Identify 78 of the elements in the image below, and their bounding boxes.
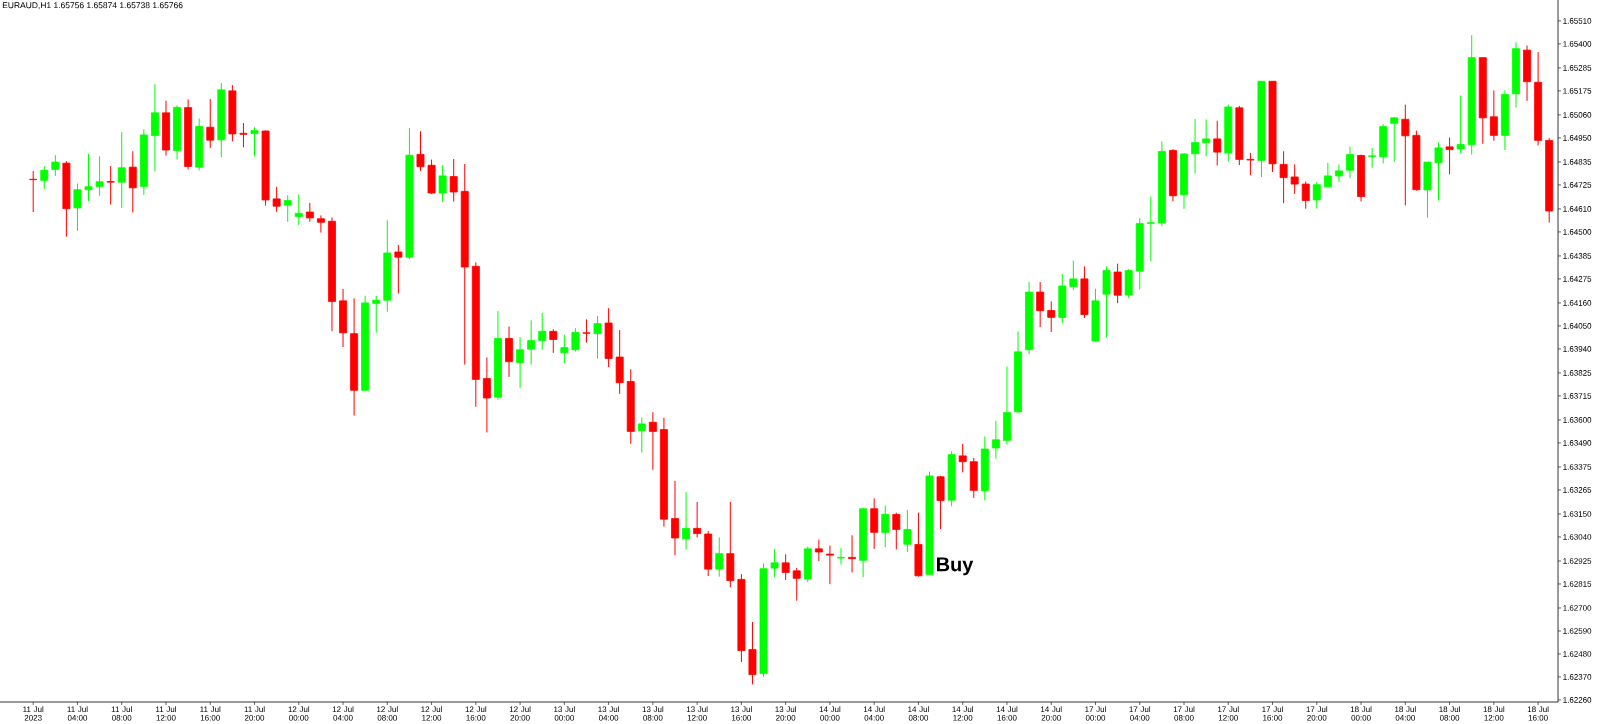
- candlestick: [549, 328, 558, 354]
- candlestick: [250, 126, 259, 157]
- candlestick: [825, 545, 834, 585]
- candlestick: [837, 547, 845, 566]
- candlestick: [770, 548, 779, 578]
- candlestick: [394, 244, 403, 295]
- candlestick: [1301, 181, 1310, 210]
- candlestick: [117, 131, 126, 209]
- candlestick: [1445, 136, 1454, 175]
- candlestick: [637, 416, 646, 454]
- candlestick: [781, 553, 790, 581]
- candlestick: [106, 165, 115, 206]
- candlestick: [516, 336, 525, 389]
- candlestick: [1489, 89, 1498, 142]
- candlestick: [1146, 195, 1155, 262]
- candlestick: [881, 504, 890, 548]
- candlestick: [1246, 152, 1255, 176]
- candlestick: [1390, 116, 1399, 163]
- candlestick: [527, 319, 536, 366]
- candlestick: [903, 509, 912, 553]
- candlestick: [1036, 281, 1045, 328]
- candlestick: [1290, 163, 1299, 195]
- chart-title: EURAUD,H1 1.65756 1.65874 1.65738 1.65766: [2, 2, 183, 10]
- candlestick: [648, 411, 657, 471]
- candlestick: [682, 491, 690, 551]
- candlestick: [1456, 94, 1465, 154]
- candlestick: [715, 536, 724, 578]
- annotation: Buy: [937, 557, 974, 576]
- candlestick: [936, 475, 945, 530]
- candlestick: [1401, 104, 1410, 206]
- candlestick: [593, 315, 602, 360]
- candlestick: [305, 202, 314, 223]
- candlestick: [792, 567, 801, 602]
- candlestick: [505, 326, 513, 378]
- candlestick: [560, 334, 569, 365]
- candlestick: [1202, 119, 1211, 157]
- candlestick: [693, 501, 702, 538]
- candlestick: [538, 312, 547, 351]
- candlestick: [1102, 265, 1111, 339]
- candlestick: [1434, 141, 1443, 202]
- candlestick: [239, 122, 248, 148]
- candlestick: [73, 182, 82, 232]
- candlestick: [671, 480, 679, 556]
- candlestick: [892, 512, 901, 550]
- candlestick: [870, 497, 879, 550]
- candlestick: [1368, 147, 1377, 169]
- candlestick: [84, 153, 93, 202]
- candlestick: [51, 154, 60, 177]
- candlestick: [991, 420, 1000, 460]
- candlestick: [814, 539, 823, 562]
- candlestick: [438, 164, 447, 203]
- candlestick: [95, 155, 104, 197]
- candlestick: [848, 534, 856, 573]
- candlestick: [1323, 162, 1332, 188]
- candlestick: [294, 193, 303, 226]
- candlestick: [482, 356, 491, 433]
- candlestick: [416, 130, 425, 172]
- candlestick: [958, 443, 967, 473]
- candlestick: [582, 318, 591, 344]
- candlestick: [1047, 300, 1056, 333]
- candlestick: [1213, 120, 1222, 166]
- candlestick: [1113, 263, 1122, 304]
- candlestick: [1279, 150, 1288, 204]
- candlestick: [1312, 181, 1321, 210]
- candlestick: [1334, 163, 1343, 183]
- candlestick: [316, 214, 325, 234]
- candlestick: [128, 150, 137, 213]
- candlestick: [150, 83, 159, 173]
- candlestick: [272, 186, 281, 213]
- candlestick: [40, 165, 49, 190]
- candlestick: [206, 98, 215, 149]
- candlestick: [1069, 260, 1078, 291]
- candlestick: [571, 327, 580, 353]
- candlestick: [372, 295, 381, 334]
- candlestick: [449, 158, 458, 203]
- candlestick: [283, 194, 292, 223]
- candlestick: [1346, 146, 1354, 179]
- candlestick: [1191, 118, 1200, 174]
